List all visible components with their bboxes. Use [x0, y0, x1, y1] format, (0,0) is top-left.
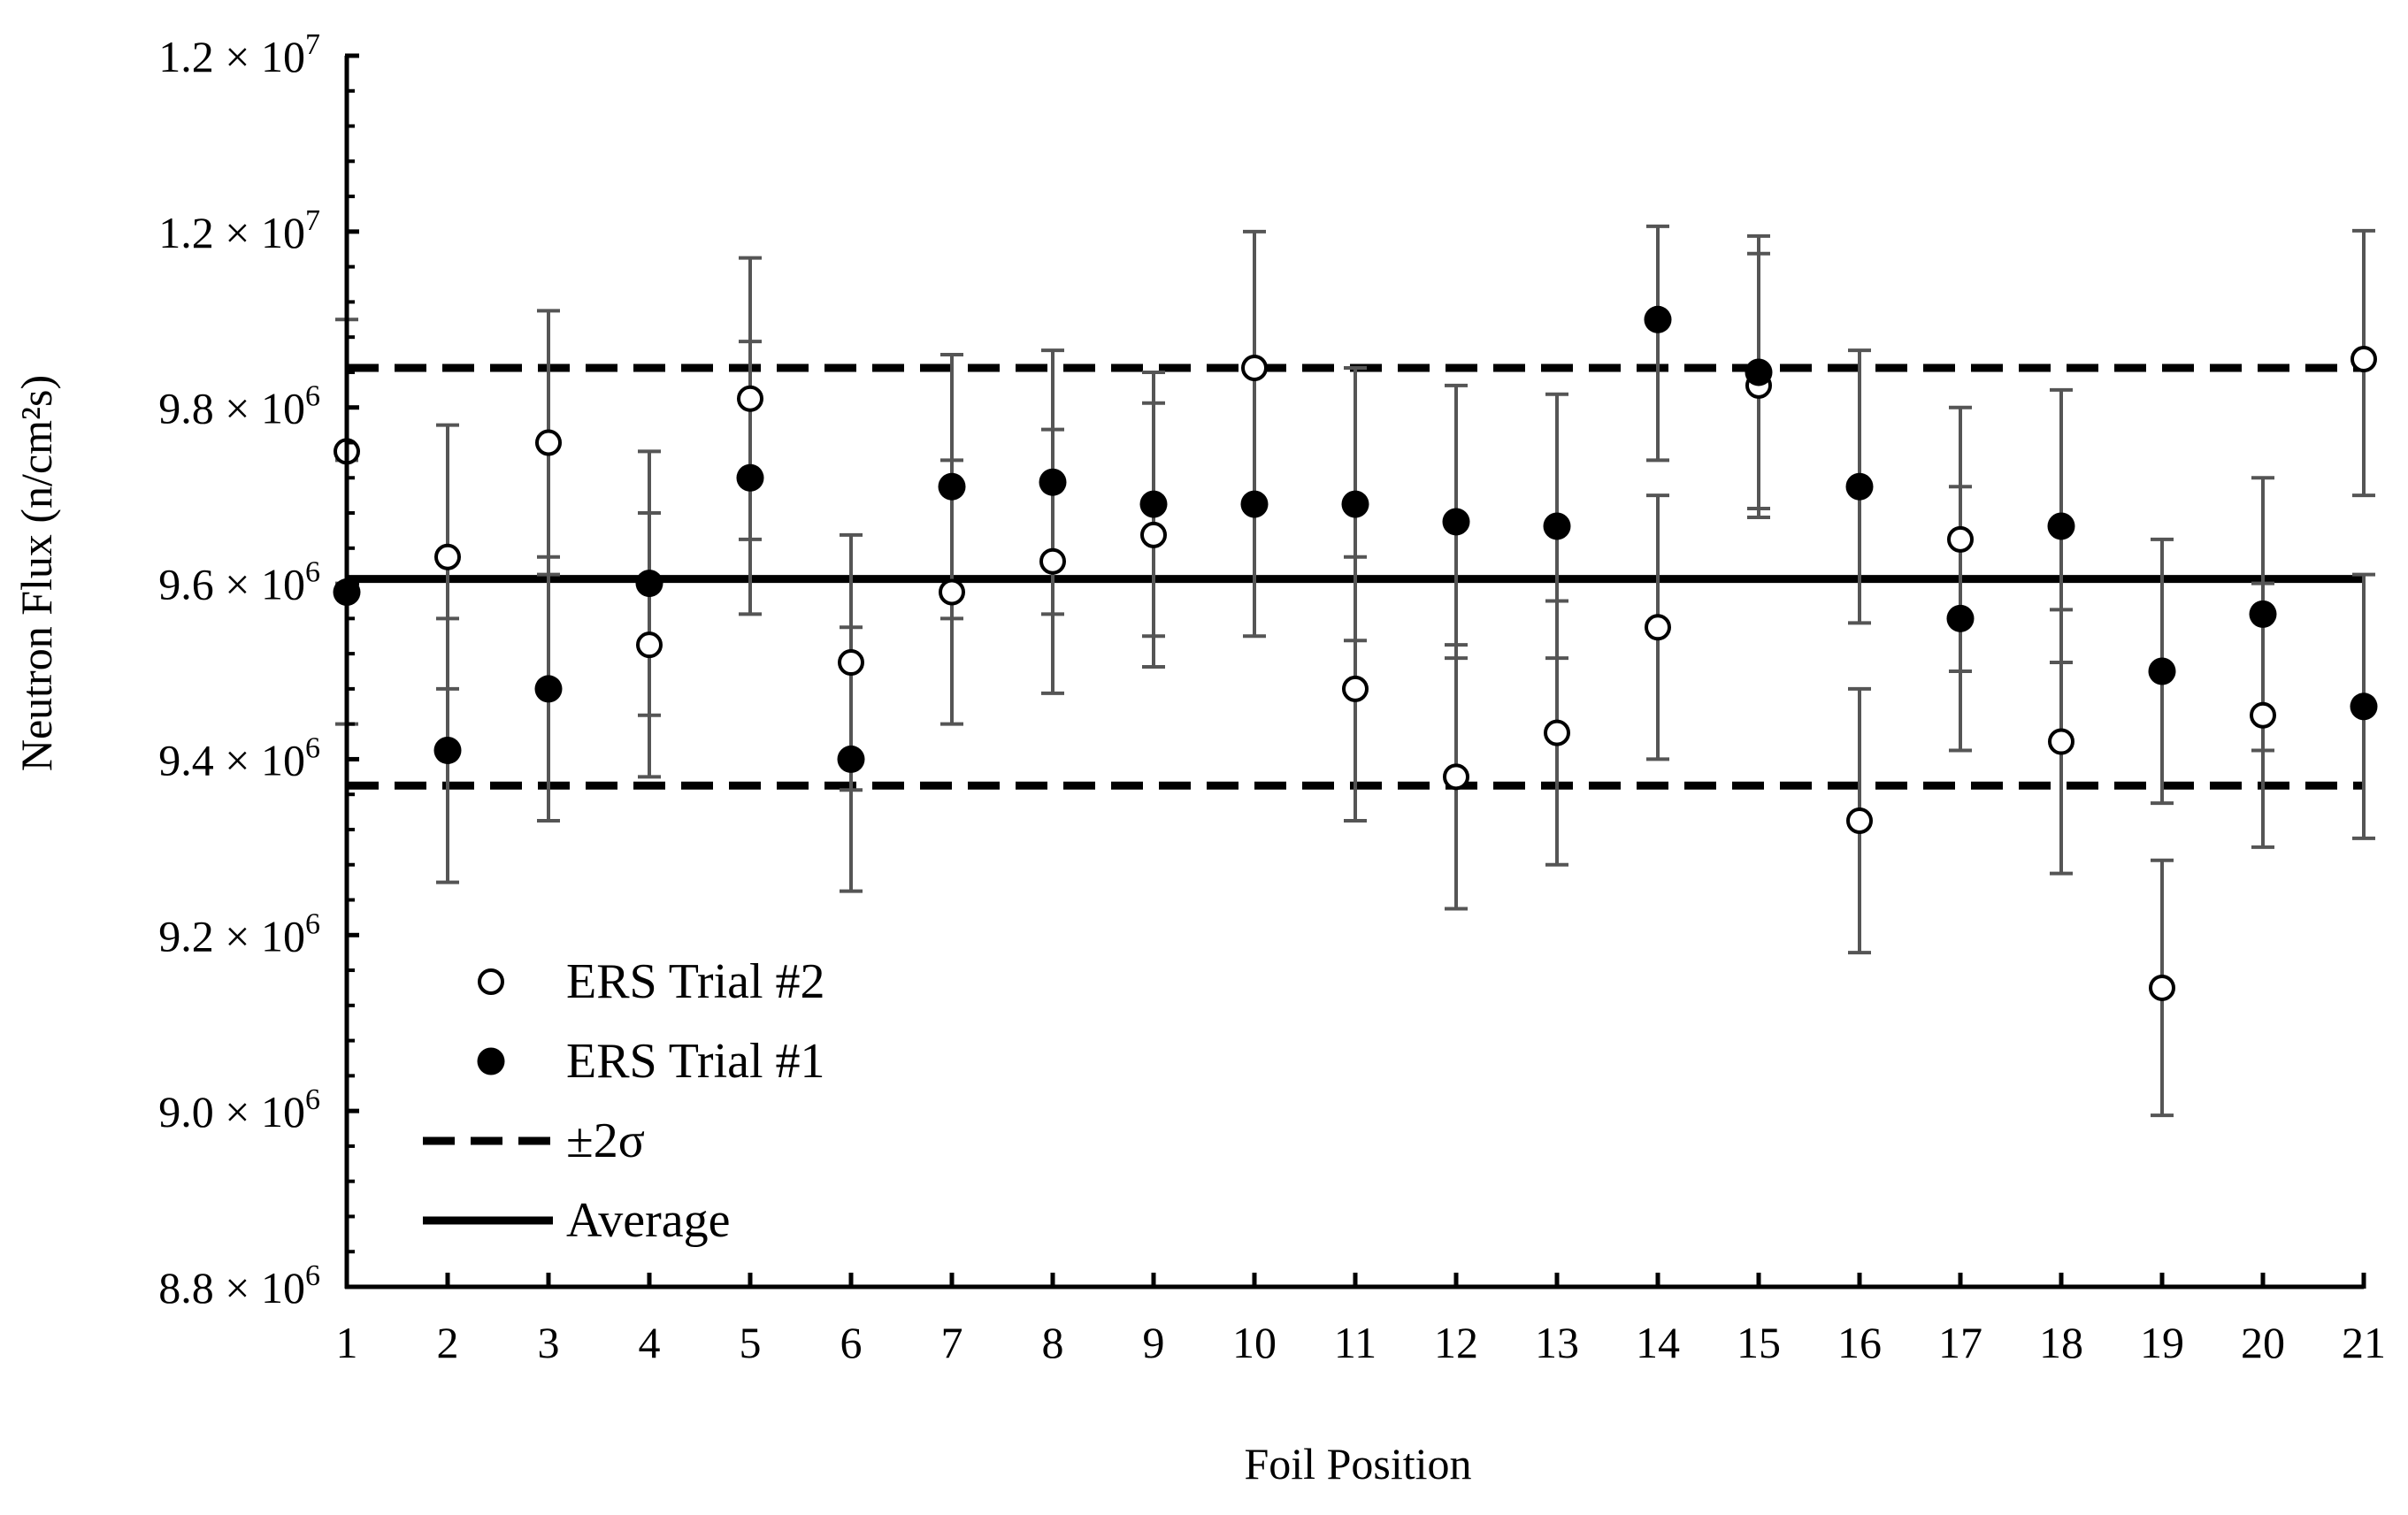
open-circle-marker: [535, 429, 562, 456]
y-axis-label-group: Neutron Flux (n/cm²s): [12, 375, 61, 771]
open-circle-marker: [2149, 974, 2175, 1001]
filled-circle-marker: [2350, 692, 2378, 721]
y-tick-label: 9.8 × 106: [158, 380, 320, 433]
filled-circle-marker: [2047, 512, 2075, 540]
open-circle-marker: [1544, 719, 1570, 746]
x-tick-label: 7: [941, 1318, 963, 1367]
x-tick-label: 5: [740, 1318, 762, 1367]
filled-circle-marker: [1845, 472, 1874, 501]
x-tick-label: 14: [1636, 1318, 1680, 1367]
open-circle-marker: [1241, 354, 1268, 381]
open-circle-marker: [2350, 346, 2377, 373]
filled-circle-marker: [938, 472, 966, 501]
x-tick-label: 16: [1837, 1318, 1882, 1367]
filled-circle-marker: [1946, 604, 1975, 632]
axes: 8.8 × 106 9.0 × 106 9.2 × 106 9.4 × 106 9.6 …: [158, 28, 2386, 1367]
open-circle-marker: [636, 631, 663, 659]
y-tick-label: 9.0 × 106: [158, 1083, 320, 1136]
open-circle-marker: [1342, 675, 1369, 702]
x-tick-label: 15: [1737, 1318, 1781, 1367]
filled-circle-marker: [837, 745, 865, 773]
x-tick-label: 9: [1143, 1318, 1165, 1367]
filled-circle-marker: [433, 736, 462, 764]
open-circle-marker: [1140, 521, 1167, 548]
filled-circle-marker: [1039, 468, 1067, 496]
open-circle-marker: [1947, 525, 1974, 553]
open-circle-marker: [737, 385, 763, 412]
x-tick-label: 18: [2039, 1318, 2083, 1367]
filled-circle-marker: [2148, 657, 2176, 685]
filled-circle-marker: [1341, 490, 1369, 518]
open-circle-marker: [1645, 614, 1671, 641]
legend-label: Average: [566, 1193, 731, 1248]
legend-label: ±2σ: [566, 1113, 645, 1168]
legend-label: ERS Trial #2: [566, 954, 825, 1009]
x-tick-label: 1: [336, 1318, 358, 1367]
open-circle-marker: [939, 578, 965, 606]
x-tick-label: 20: [2241, 1318, 2285, 1367]
filled-circle-marker: [1442, 508, 1470, 536]
legend-filled-circle-icon: [477, 1047, 505, 1075]
open-circle-marker: [838, 649, 864, 677]
y-tick-label: 9.4 × 106: [158, 731, 320, 784]
x-tick-label: 13: [1535, 1318, 1579, 1367]
open-circle-marker: [1443, 763, 1469, 791]
y-tick-label: 8.8 × 106: [158, 1259, 320, 1312]
x-tick-label: 11: [1334, 1318, 1377, 1367]
filled-circle-marker: [635, 570, 663, 598]
x-tick-label: 17: [1938, 1318, 1982, 1367]
y-tick-label: 9.2 × 106: [158, 907, 320, 960]
legend-open-circle-icon: [478, 968, 504, 995]
data-markers: [333, 305, 2378, 1001]
x-tick-label: 4: [639, 1318, 661, 1367]
y-axis-label: Neutron Flux (n/cm²s): [12, 375, 61, 771]
open-circle-marker: [1039, 547, 1066, 575]
y-tick-label: 1.2 × 107: [158, 28, 320, 81]
x-tick-label: 8: [1042, 1318, 1064, 1367]
x-tick-label: 21: [2342, 1318, 2386, 1367]
open-circle-marker: [1846, 807, 1873, 835]
open-circle-marker: [2048, 728, 2074, 755]
filled-circle-marker: [1644, 305, 1672, 333]
y-tick-label: 1.2 × 107: [158, 204, 320, 257]
legend-label: ERS Trial #1: [566, 1034, 825, 1089]
x-tick-label: 12: [1434, 1318, 1478, 1367]
filled-circle-marker: [1139, 490, 1168, 518]
filled-circle-marker: [1240, 490, 1269, 518]
x-tick-label: 2: [437, 1318, 459, 1367]
filled-circle-marker: [736, 463, 764, 492]
filled-circle-marker: [1543, 512, 1571, 540]
open-circle-marker: [2250, 701, 2276, 729]
x-tick-label: 19: [2140, 1318, 2184, 1367]
x-tick-label: 6: [840, 1318, 863, 1367]
x-tick-label: 10: [1232, 1318, 1277, 1367]
y-tick-label: 9.6 × 106: [158, 556, 320, 609]
filled-circle-marker: [1745, 358, 1773, 386]
filled-circle-marker: [2249, 600, 2277, 628]
x-tick-label: 3: [538, 1318, 560, 1367]
x-axis-label: Foil Position: [1244, 1439, 1471, 1488]
legend: ERS Trial #2 ERS Trial #1 ±2σ Average: [423, 954, 825, 1248]
filled-circle-marker: [534, 675, 563, 703]
open-circle-marker: [434, 543, 461, 570]
